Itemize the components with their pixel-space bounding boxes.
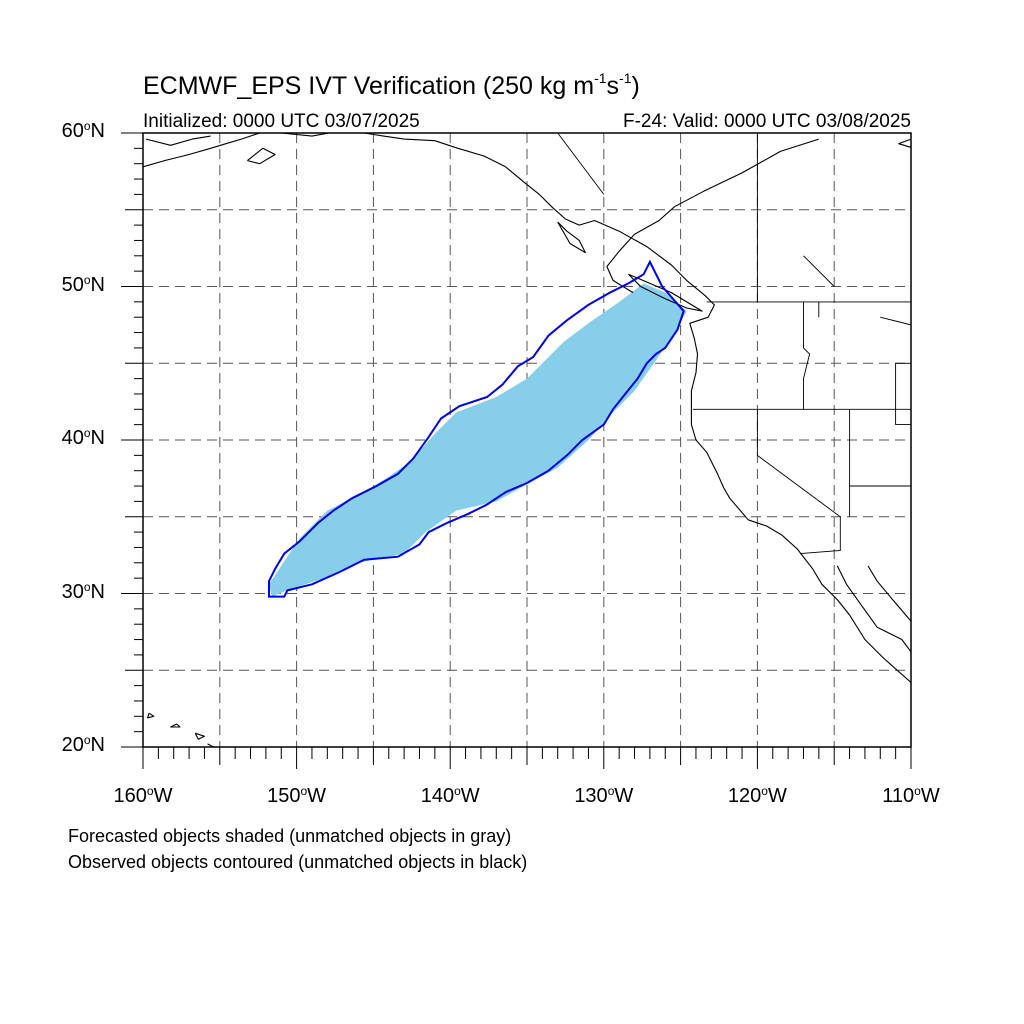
- coastline-segment: [557, 221, 586, 254]
- coastline-segment: [145, 135, 211, 146]
- political-boundaries: [557, 133, 911, 555]
- lon-label: 110oW: [882, 784, 940, 807]
- political-boundary: [557, 133, 605, 195]
- coastline-segment: [207, 743, 215, 747]
- political-boundary: [895, 363, 911, 426]
- coastlines: [143, 133, 911, 747]
- forecast-note: Forecasted objects shaded (unmatched obj…: [68, 826, 512, 846]
- coastline-segment: [606, 138, 819, 294]
- map-title: ECMWF_EPS IVT Verification (250 kg m-1s-…: [143, 70, 640, 100]
- observed-note: Observed objects contoured (unmatched ob…: [68, 852, 528, 872]
- lat-label: 20oN: [61, 733, 105, 756]
- political-boundary: [803, 301, 811, 410]
- coastline-segment: [628, 273, 703, 312]
- initialized-time: Initialized: 0000 UTC 03/07/2025: [143, 111, 420, 132]
- coastline-segment: [281, 133, 911, 683]
- lat-label: 40oN: [61, 426, 105, 449]
- coastline-segment: [147, 712, 155, 719]
- lat-label: 60oN: [61, 119, 105, 142]
- coastline-segment: [170, 723, 181, 728]
- axis-ticks: [121, 132, 912, 769]
- lon-label: 130oW: [574, 784, 634, 807]
- lat-label: 30oN: [61, 579, 105, 603]
- coastline-segment: [867, 565, 911, 622]
- coastline-segment: [898, 138, 911, 148]
- coastline-segment: [194, 732, 205, 740]
- lat-label: 50oN: [61, 272, 105, 296]
- valid-time: F-24: Valid: 0000 UTC 03/08/2025: [623, 111, 911, 132]
- forecast-object-layer: [269, 283, 687, 597]
- observed-object-layer: [268, 259, 685, 598]
- forecast-ivt-object: [269, 283, 687, 597]
- political-boundary: [880, 316, 911, 326]
- lon-label: 150oW: [267, 784, 327, 807]
- coastline-segment: [247, 147, 276, 165]
- lon-label: 120oW: [727, 784, 787, 807]
- political-boundary: [803, 255, 835, 287]
- coastline-segment: [836, 565, 911, 653]
- observed-ivt-contour: [268, 259, 685, 598]
- lon-label: 140oW: [420, 784, 480, 807]
- coastline-segment: [143, 133, 260, 168]
- political-boundary: [756, 409, 841, 555]
- lon-label: 160oW: [113, 784, 173, 807]
